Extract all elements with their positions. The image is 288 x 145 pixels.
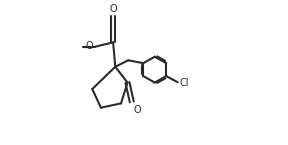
Text: O: O — [109, 4, 117, 14]
Text: O: O — [134, 105, 142, 115]
Text: Cl: Cl — [179, 78, 189, 88]
Text: O: O — [86, 40, 93, 50]
